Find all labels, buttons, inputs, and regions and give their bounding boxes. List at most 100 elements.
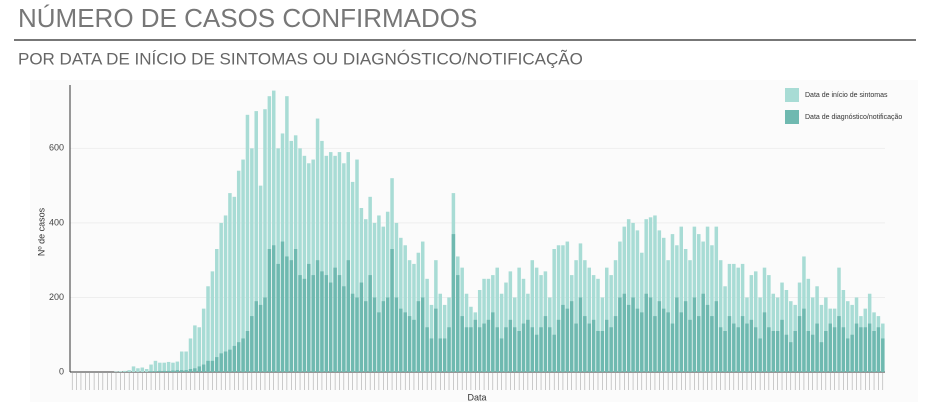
bar [351, 294, 355, 372]
bar [693, 297, 697, 372]
bar [447, 327, 451, 372]
bar [439, 338, 443, 372]
bar [640, 312, 644, 372]
bar [184, 370, 188, 372]
bar [298, 275, 302, 372]
bar [202, 309, 206, 372]
bar [395, 297, 399, 372]
bar [706, 305, 710, 372]
bar [149, 365, 153, 372]
bar [193, 325, 197, 372]
bar [250, 316, 254, 372]
bar [859, 327, 863, 372]
bar [412, 320, 416, 372]
bar [474, 320, 478, 372]
legend-label: Data de diagnóstico/notificação [805, 114, 902, 121]
bar [745, 324, 749, 372]
bar [162, 371, 166, 372]
bar [798, 316, 802, 372]
bar [587, 324, 591, 372]
bar [149, 371, 153, 372]
bar [500, 338, 504, 372]
bar [539, 327, 543, 372]
bar [325, 275, 329, 372]
bar [338, 275, 342, 372]
bar [627, 305, 631, 372]
bar [868, 324, 872, 372]
bar [487, 320, 491, 372]
bar [377, 312, 381, 372]
bar [767, 327, 771, 372]
bar [785, 335, 789, 372]
bar [592, 320, 596, 372]
bar [566, 309, 570, 372]
bar [710, 316, 714, 372]
bar [728, 316, 732, 372]
legend-swatch [785, 110, 799, 124]
bar [154, 361, 158, 372]
bar [780, 320, 784, 372]
bar [833, 327, 837, 372]
bar [482, 324, 486, 372]
bar [776, 331, 780, 372]
bar [215, 357, 219, 372]
bar [828, 324, 832, 372]
bar [154, 371, 158, 372]
bar [294, 249, 298, 372]
bar [233, 197, 237, 372]
bar [881, 338, 885, 372]
bar [609, 327, 613, 372]
bar [430, 338, 434, 372]
bar [465, 327, 469, 372]
bar [123, 371, 127, 372]
bar [373, 297, 377, 372]
bar [259, 305, 263, 372]
bar [570, 301, 574, 372]
bar [307, 264, 311, 372]
bar [316, 260, 320, 372]
bar [618, 297, 622, 372]
bar [522, 324, 526, 372]
bar [408, 316, 412, 372]
bar [789, 342, 793, 372]
bar [679, 312, 683, 372]
bar [333, 268, 337, 372]
y-axis-label: Nº de casos [36, 207, 46, 256]
bar [614, 316, 618, 372]
bar [276, 264, 280, 372]
bar [478, 327, 482, 372]
page-title: NÚMERO DE CASOS CONFIRMADOS [18, 3, 477, 33]
bar [434, 309, 438, 372]
bar [754, 327, 758, 372]
bar [715, 301, 719, 372]
bar [364, 301, 368, 372]
bar [311, 275, 315, 372]
bar [281, 242, 285, 372]
bar [219, 353, 223, 372]
bar [184, 352, 188, 373]
bar [417, 301, 421, 372]
bar [237, 171, 241, 372]
bar [517, 331, 521, 372]
bar [583, 316, 587, 372]
bar [189, 338, 193, 372]
bar [579, 297, 583, 372]
bar [290, 260, 294, 372]
bar [872, 331, 876, 372]
bar [119, 371, 123, 372]
bar [495, 327, 499, 372]
bar [198, 366, 202, 372]
bar [141, 368, 145, 372]
bar [285, 256, 289, 372]
bar [145, 369, 149, 372]
bar [548, 327, 552, 372]
bar [671, 324, 675, 372]
bar [254, 301, 258, 372]
bar [723, 331, 727, 372]
bar [509, 320, 513, 372]
bar [180, 370, 184, 372]
bar [382, 301, 386, 372]
bar [666, 312, 670, 372]
bar [342, 286, 346, 372]
bar [675, 297, 679, 372]
